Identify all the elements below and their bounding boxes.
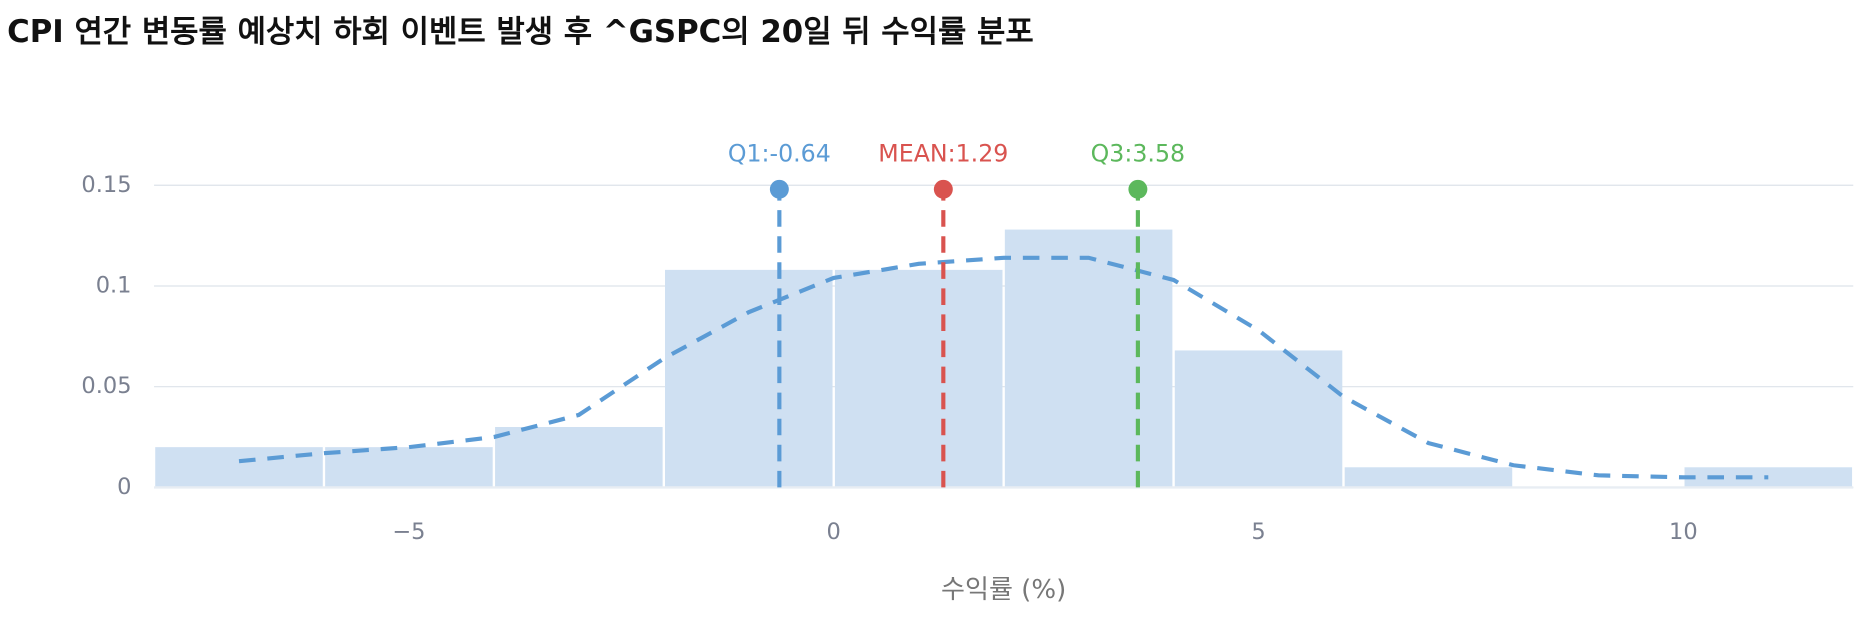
kde-curve [238,255,1769,480]
marker-label: MEAN:1.29 [878,139,1008,167]
histogram-bar [325,447,493,488]
histogram-bar [834,269,1003,488]
y-tick-label: 0.05 [81,373,131,399]
histogram-bar [664,269,833,488]
histogram-bar [1344,467,1513,488]
marker-label: Q1:-0.64 [728,139,831,167]
marker-dot [1128,179,1148,199]
chart-title: CPI 연간 변동률 예상치 하회 이벤트 발생 후 ^GSPC의 20일 뒤 … [7,14,1034,50]
y-tick-label: 0.15 [81,172,131,198]
marker-label: Q3:3.58 [1091,139,1185,167]
marker-dot [769,179,789,199]
x-tick-label: 5 [1251,519,1265,545]
x-axis-label: 수익률 (%) [941,575,1066,605]
x-tick-label: −5 [392,519,425,545]
y-tick-label: 0 [117,474,131,500]
histogram-bar [495,426,663,488]
histogram-bar [1174,350,1343,488]
marker-dot [933,179,953,199]
x-tick-label: 0 [827,519,841,545]
y-tick-label: 0.1 [96,272,132,298]
histogram-bar [155,447,323,488]
x-tick-label: 10 [1669,519,1698,545]
histogram-bar [1004,229,1173,488]
